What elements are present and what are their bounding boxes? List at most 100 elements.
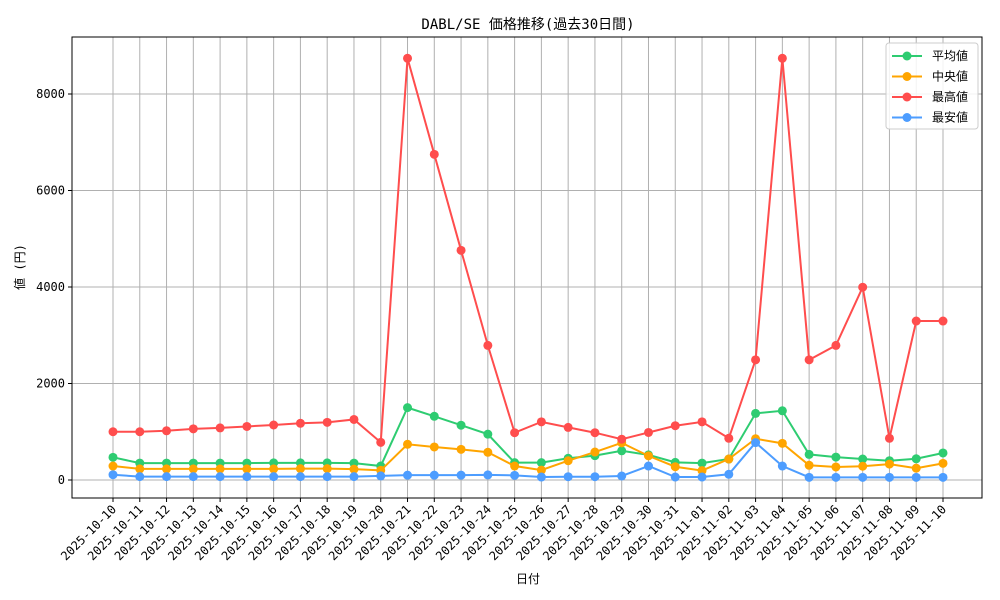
- data-point: [322, 417, 332, 427]
- data-point: [403, 439, 413, 449]
- data-point: [242, 472, 252, 482]
- data-point: [777, 438, 787, 448]
- data-point: [536, 465, 546, 475]
- data-point: [483, 470, 493, 480]
- data-point: [349, 464, 359, 474]
- data-point: [724, 469, 734, 479]
- y-tick-label: 0: [58, 473, 65, 487]
- data-point: [322, 472, 332, 482]
- data-point: [590, 428, 600, 438]
- data-point: [643, 451, 653, 461]
- data-point: [269, 420, 279, 430]
- legend-item: 平均値: [892, 48, 968, 63]
- data-point: [162, 472, 172, 482]
- data-point: [858, 282, 868, 292]
- series-path: [113, 58, 943, 445]
- data-point: [403, 53, 413, 63]
- data-point: [242, 421, 252, 431]
- data-point: [670, 421, 680, 431]
- data-point: [777, 461, 787, 471]
- data-point: [804, 355, 814, 365]
- y-tick-label: 6000: [36, 184, 65, 198]
- data-point: [295, 418, 305, 428]
- data-point: [429, 442, 439, 452]
- data-point: [242, 464, 252, 474]
- legend-box: [885, 42, 979, 130]
- data-point: [108, 470, 118, 480]
- series-path: [112, 441, 943, 479]
- data-point: [162, 426, 172, 436]
- data-point: [617, 446, 627, 456]
- y-axis-label: 値 (円): [12, 244, 27, 290]
- data-point: [617, 471, 627, 481]
- data-point: [269, 472, 279, 482]
- data-point: [483, 447, 493, 457]
- y-tick-label: 2000: [36, 377, 65, 391]
- data-point: [804, 472, 814, 482]
- data-point: [697, 472, 707, 482]
- data-point: [456, 470, 466, 480]
- data-point: [108, 427, 118, 437]
- data-point: [617, 434, 627, 444]
- data-point: [643, 461, 653, 471]
- data-point: [858, 461, 868, 471]
- data-point: [697, 458, 707, 468]
- x-axis-label: 日付: [516, 572, 540, 586]
- data-point: [510, 461, 520, 471]
- data-point: [911, 316, 921, 326]
- data-point: [349, 472, 359, 482]
- series-path: [112, 406, 944, 468]
- data-series: [108, 53, 948, 482]
- data-point: [938, 448, 948, 458]
- data-point: [295, 464, 305, 474]
- data-point: [536, 417, 546, 427]
- legend-label: 最安値: [932, 110, 968, 125]
- data-point: [429, 149, 439, 159]
- data-point: [751, 355, 761, 365]
- data-point: [751, 438, 761, 448]
- legend-marker-icon: [902, 51, 912, 61]
- data-point: [670, 462, 680, 472]
- data-point: [911, 454, 921, 464]
- data-point: [697, 417, 707, 427]
- data-point: [108, 461, 118, 471]
- data-point: [536, 472, 546, 482]
- legend-label: 平均値: [932, 48, 968, 63]
- legend-item: 最安値: [892, 110, 968, 125]
- x-axis: 2025-10-102025-10-112025-10-122025-10-13…: [58, 498, 949, 563]
- series-line-0: [108, 403, 948, 471]
- data-point: [322, 464, 332, 474]
- data-point: [831, 472, 841, 482]
- data-point: [376, 437, 386, 447]
- series-line-2: [108, 53, 948, 447]
- data-point: [483, 340, 493, 350]
- series-line-3: [108, 438, 948, 482]
- data-point: [911, 472, 921, 482]
- data-point: [751, 408, 761, 418]
- data-point: [804, 460, 814, 470]
- data-point: [429, 470, 439, 480]
- data-point: [563, 472, 573, 482]
- chart-title: DABL/SE 価格推移(過去30日間): [421, 17, 634, 33]
- legend-item: 中央値: [892, 69, 968, 84]
- data-point: [724, 454, 734, 464]
- plot-area-frame: [71, 36, 983, 499]
- data-point: [510, 470, 520, 480]
- data-point: [349, 414, 359, 424]
- y-tick-label: 4000: [36, 280, 65, 294]
- data-point: [269, 464, 279, 474]
- data-point: [884, 472, 894, 482]
- data-point: [777, 53, 787, 63]
- legend-label: 最高値: [932, 89, 968, 104]
- data-point: [215, 472, 225, 482]
- data-point: [643, 427, 653, 437]
- data-point: [858, 454, 868, 464]
- data-point: [215, 423, 225, 433]
- data-point: [188, 472, 198, 482]
- data-point: [858, 472, 868, 482]
- data-point: [135, 472, 145, 482]
- data-point: [135, 464, 145, 474]
- data-point: [376, 471, 386, 481]
